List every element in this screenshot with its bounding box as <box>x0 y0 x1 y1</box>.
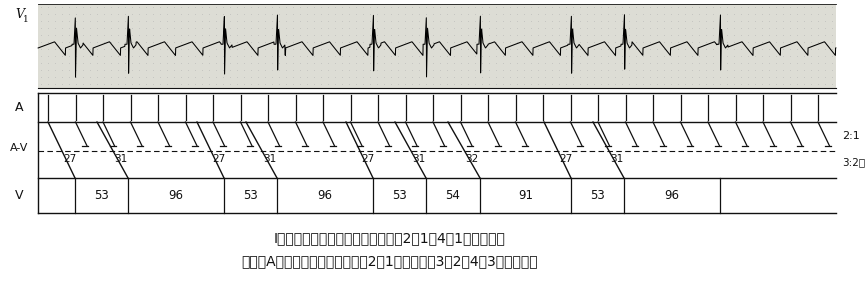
Text: 交接区A型交替性文氏周期（上层2：1阻滞，下层3：2～4：3文氏现象）: 交接区A型交替性文氏周期（上层2：1阻滞，下层3：2～4：3文氏现象） <box>241 254 538 268</box>
Text: 53: 53 <box>243 189 258 202</box>
Text: 54: 54 <box>445 189 460 202</box>
Text: 2:1: 2:1 <box>842 131 860 141</box>
Text: 96: 96 <box>664 189 680 202</box>
Text: 27: 27 <box>559 154 572 164</box>
Text: 91: 91 <box>518 189 533 202</box>
Text: A: A <box>15 101 23 114</box>
Text: 96: 96 <box>169 189 183 202</box>
Text: 31: 31 <box>412 154 426 164</box>
Text: 53: 53 <box>392 189 407 202</box>
Text: 27: 27 <box>212 154 225 164</box>
Text: 31: 31 <box>263 154 276 164</box>
Text: 32: 32 <box>465 154 479 164</box>
Text: 53: 53 <box>94 189 109 202</box>
Text: I型心房扑动伴正常心室率，房室呈2：1～4：1传导，房室: I型心房扑动伴正常心室率，房室呈2：1～4：1传导，房室 <box>274 231 506 245</box>
Text: 27: 27 <box>63 154 76 164</box>
Bar <box>38 4 836 88</box>
Text: 31: 31 <box>114 154 127 164</box>
Text: 3:2～4:3: 3:2～4:3 <box>842 157 865 167</box>
Text: 27: 27 <box>361 154 374 164</box>
Text: 1: 1 <box>23 15 29 24</box>
Text: V: V <box>15 8 24 21</box>
Text: 31: 31 <box>610 154 624 164</box>
Text: 96: 96 <box>317 189 332 202</box>
Text: 53: 53 <box>590 189 605 202</box>
Text: V: V <box>15 189 23 202</box>
Text: A-V: A-V <box>10 143 29 153</box>
